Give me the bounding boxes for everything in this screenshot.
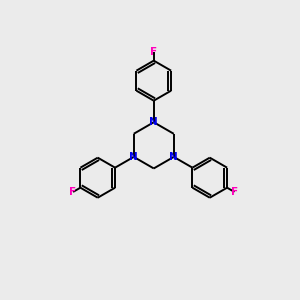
Text: N: N — [149, 117, 158, 127]
Text: N: N — [129, 152, 138, 162]
Text: N: N — [169, 152, 178, 162]
Text: F: F — [150, 47, 157, 57]
Text: F: F — [231, 187, 238, 197]
Text: F: F — [70, 187, 76, 197]
